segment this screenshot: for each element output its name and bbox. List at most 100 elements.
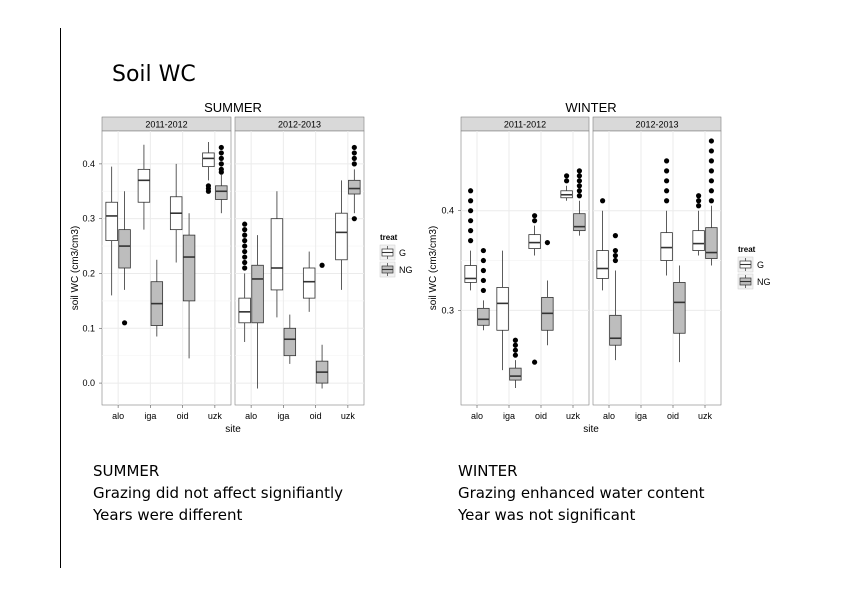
outlier-point — [351, 144, 357, 151]
outlier-point — [351, 150, 357, 156]
slide-left-rule — [60, 28, 61, 568]
box-oid-ng — [673, 265, 686, 363]
box-oid-ng — [315, 262, 329, 389]
outlier-point — [468, 218, 474, 224]
outlier-point — [242, 221, 248, 227]
box-iga-ng — [283, 314, 297, 364]
outlier-point — [218, 150, 224, 156]
outlier-point — [242, 243, 248, 249]
outlier-point — [480, 277, 486, 284]
outlier-point — [242, 238, 248, 244]
box-uzk-g — [335, 180, 348, 290]
box-iga-g — [137, 144, 151, 230]
box-iqr — [283, 327, 297, 357]
box-alo-ng — [609, 233, 622, 361]
x-tick-label: oid — [177, 411, 189, 421]
outlier-point — [576, 183, 583, 189]
outlier-point — [351, 161, 357, 167]
box-iqr — [251, 264, 264, 324]
outlier-point — [564, 178, 570, 184]
box-iqr — [692, 230, 705, 251]
box-alo-g — [464, 188, 477, 291]
outlier-point — [664, 188, 670, 194]
box-oid-ng — [182, 213, 196, 359]
outlier-point — [468, 228, 474, 234]
box-iqr — [202, 152, 215, 168]
outlier-point — [468, 198, 474, 204]
outlier-point — [242, 227, 248, 233]
legend-label-g: G — [757, 260, 764, 270]
summer-notes-line-2: Years were different — [93, 506, 243, 524]
x-tick-label: oid — [667, 411, 679, 421]
box-iga-g — [270, 191, 284, 318]
box-oid-g — [528, 213, 541, 365]
box-uzk-g — [202, 141, 215, 194]
x-tick-label: uzk — [566, 411, 581, 421]
box-oid-g — [302, 251, 316, 312]
outlier-point — [532, 213, 538, 219]
winter-notes-line-1: Grazing enhanced water content — [458, 484, 705, 502]
outlier-point — [612, 257, 619, 264]
box-iqr — [137, 168, 151, 203]
facet-label: 2012-2013 — [635, 120, 678, 130]
outlier-point — [242, 248, 248, 255]
box-iqr — [464, 265, 477, 283]
outlier-point — [351, 155, 357, 161]
y-tick-label: 0.2 — [82, 268, 95, 278]
box-uzk-g — [560, 173, 573, 201]
chart-summer: SUMMER 2011-2012 alo iga oid uzk 2012-2013 alo i… — [70, 100, 413, 435]
y-axis-label: soil WC (cm3/cm3) — [70, 226, 81, 310]
winter-notes: WINTER Grazing enhanced water content Ye… — [458, 460, 704, 526]
box-iga-ng — [150, 259, 164, 337]
box-iqr — [660, 232, 673, 261]
outlier-point — [708, 138, 715, 144]
box-uzk-g — [692, 193, 705, 256]
outlier-point — [512, 337, 519, 343]
outlier-point — [664, 168, 670, 174]
x-tick-label: oid — [310, 411, 322, 421]
outlier-point — [664, 158, 670, 164]
box-iqr — [509, 367, 522, 381]
box-iqr — [528, 234, 541, 249]
x-axis-label: site — [583, 424, 599, 435]
legend-title: treat — [380, 233, 398, 242]
box-uzk-ng — [705, 138, 718, 266]
x-tick-label: alo — [112, 411, 124, 421]
facet-panel — [592, 130, 722, 406]
box-iqr — [182, 234, 196, 302]
outlier-point — [576, 168, 583, 174]
legend-label-ng: NG — [757, 277, 771, 287]
x-tick-label: alo — [471, 411, 483, 421]
outlier-point — [612, 247, 619, 254]
outlier-point — [576, 173, 583, 179]
facet-label: 2012-2013 — [278, 120, 321, 130]
legend-label-g: G — [399, 248, 406, 258]
outlier-point — [121, 320, 128, 326]
box-alo-ng — [118, 191, 131, 326]
x-tick-label: uzk — [208, 411, 223, 421]
facet-label: 2011-2012 — [504, 120, 546, 130]
outlier-point — [696, 198, 702, 204]
outlier-point — [564, 173, 570, 179]
outlier-point — [708, 188, 715, 194]
box-iga-ng — [509, 337, 522, 389]
outlier-point — [576, 178, 583, 184]
outlier-point — [319, 262, 325, 268]
outlier-point — [708, 198, 715, 204]
outlier-point — [544, 239, 551, 246]
outlier-point — [205, 183, 212, 189]
outlier-point — [664, 178, 670, 184]
chart-winter: WINTER 2011-2012 alo iga oid uzk 2012-2013 alo i… — [428, 100, 771, 435]
y-tick-label: 0.3 — [82, 214, 95, 224]
box-uzk-ng — [573, 168, 586, 236]
x-tick-label: iga — [503, 411, 515, 421]
box-oid-g — [169, 163, 183, 263]
legend-label-ng: NG — [399, 265, 413, 275]
outlier-point — [512, 347, 519, 353]
outlier-point — [576, 193, 583, 199]
outlier-point — [480, 257, 486, 264]
y-tick-label: 0.3 — [441, 305, 454, 315]
